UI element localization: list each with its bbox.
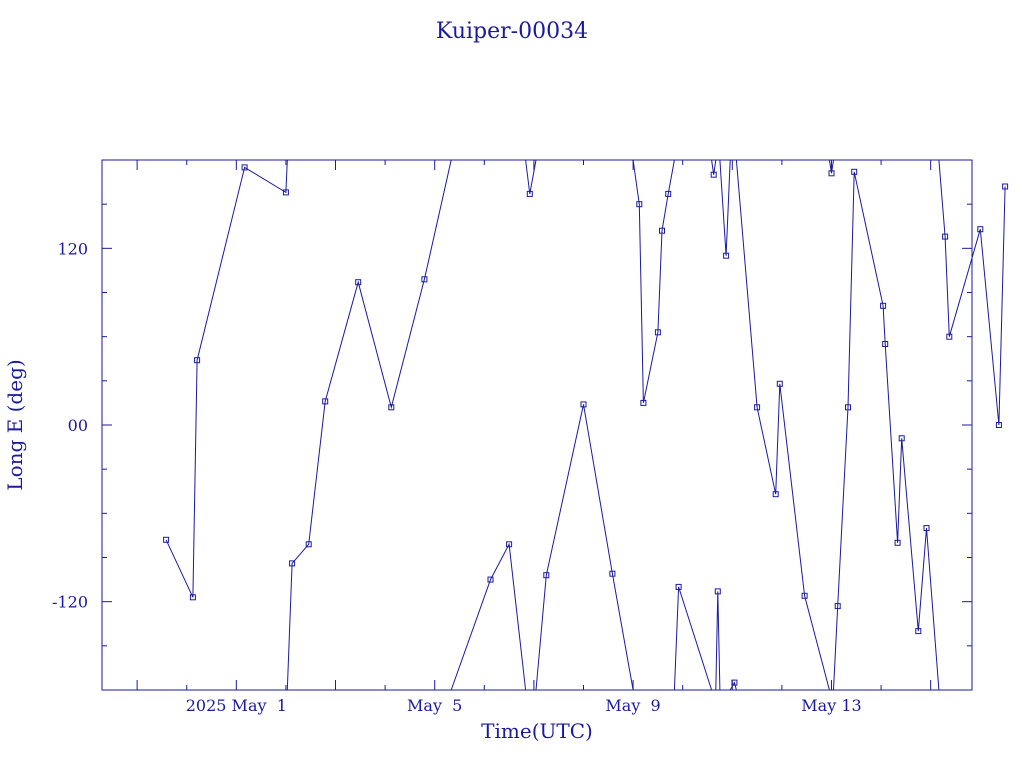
y-tick-label: 120: [57, 239, 88, 258]
data-point: [942, 233, 949, 240]
series-segment: [828, 159, 835, 177]
x-tick-label: 2025 May 1: [186, 696, 287, 715]
series-segment: [632, 159, 675, 406]
series-segment: [714, 588, 721, 691]
data-point: [282, 189, 289, 196]
data-point: [640, 399, 647, 406]
data-point: [776, 380, 783, 387]
series-segment: [673, 583, 713, 691]
series-segment: [938, 159, 1009, 428]
data-point: [526, 190, 533, 197]
data-point: [675, 583, 682, 590]
series-line: [525, 159, 537, 194]
data-point: [995, 422, 1002, 428]
data-point: [915, 628, 922, 635]
series-line: [833, 171, 940, 691]
data-point: [845, 404, 851, 411]
data-point: [834, 603, 841, 610]
data-point: [487, 576, 494, 583]
series-segment: [729, 679, 738, 691]
data-point: [894, 539, 901, 546]
data-point: [828, 170, 835, 177]
data-point: [923, 525, 930, 532]
series-segment: [833, 168, 940, 691]
data-point: [1002, 183, 1009, 190]
series-segment: [286, 159, 452, 691]
data-point: [851, 168, 858, 175]
series-segment: [535, 401, 634, 691]
data-point: [189, 594, 196, 601]
series-segment: [710, 159, 717, 178]
data-point: [801, 592, 808, 599]
series-line: [729, 681, 737, 691]
data-point: [714, 588, 721, 595]
plot-area: [101, 159, 973, 691]
y-axis-title: Long E (deg): [3, 359, 27, 490]
series-line: [938, 159, 1006, 426]
data-point: [163, 536, 170, 543]
chart-title: Kuiper-00034: [436, 19, 588, 44]
series-line: [711, 159, 717, 175]
data-point: [654, 329, 661, 336]
data-point: [506, 541, 513, 548]
x-tick-label: May 5: [407, 696, 462, 715]
data-point: [241, 164, 248, 171]
data-point: [977, 226, 984, 233]
data-point: [421, 276, 428, 283]
data-point: [609, 570, 616, 577]
series-line: [165, 159, 288, 598]
axis-tick-labels: 2025 May 1 May 5 May 9 May 13 -120 00 120: [52, 239, 862, 715]
series-line: [286, 159, 452, 691]
data-series-group: [163, 159, 1009, 691]
series-segment: [525, 159, 537, 197]
series-segment: [735, 159, 830, 691]
series-line: [535, 404, 634, 691]
data-point: [659, 227, 665, 234]
data-point: [772, 491, 779, 498]
series-line: [632, 159, 675, 404]
x-tick-label: May 9: [605, 696, 660, 715]
series-line: [673, 586, 713, 691]
data-point: [882, 341, 889, 347]
data-point: [322, 398, 329, 405]
data-point: [898, 435, 905, 442]
x-tick-label: May 13: [801, 696, 861, 715]
data-point: [880, 302, 887, 309]
series-line: [450, 542, 527, 691]
data-point: [194, 357, 201, 364]
axis-ticks: [102, 160, 972, 690]
data-point: [543, 572, 550, 579]
data-point: [636, 201, 643, 208]
data-point: [754, 404, 761, 411]
data-point: [710, 171, 717, 178]
data-point: [289, 560, 296, 567]
data-point: [355, 279, 362, 286]
data-point: [723, 252, 730, 259]
series-segment: [163, 159, 289, 601]
y-tick-label: 00: [68, 416, 88, 435]
data-point: [388, 404, 395, 411]
series-segment: [450, 541, 527, 691]
series-line: [715, 591, 721, 691]
series-line: [735, 159, 830, 691]
series-line: [828, 159, 834, 174]
y-tick-label: -120: [52, 593, 88, 612]
data-point: [305, 541, 312, 548]
series-segment: [719, 159, 731, 259]
data-point: [665, 190, 672, 197]
x-axis-title: Time(UTC): [481, 719, 593, 743]
data-point: [731, 679, 738, 686]
series-line: [719, 159, 731, 256]
data-point: [946, 333, 953, 340]
data-point: [580, 401, 587, 408]
